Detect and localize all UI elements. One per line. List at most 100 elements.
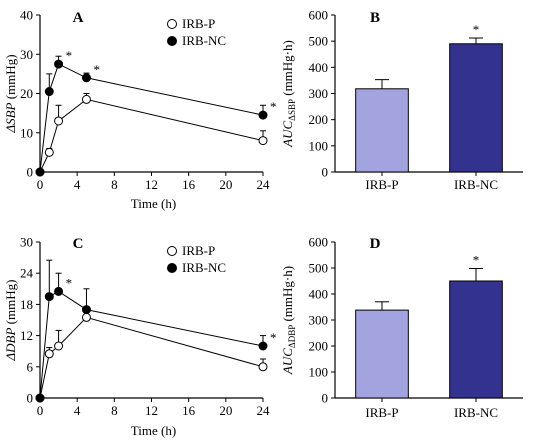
y-tick-label: 0 [322,391,329,406]
significance-star: * [66,48,73,63]
y-tick-label: 400 [309,60,329,75]
category-label: IRB-NC [454,177,498,192]
data-point [44,349,54,359]
y-axis-title: AUCΔSBP (mmHg·h) [280,40,297,148]
x-tick-label: 4 [74,177,81,192]
data-point [54,116,64,126]
y-axis-title-sub: ΔSBP [287,99,297,121]
significance-star: * [473,22,480,37]
data-point [54,59,64,69]
data-point [258,341,268,351]
data-point [54,286,64,296]
y-tick-label: 30 [20,47,33,62]
y-tick-label: 0 [322,165,329,180]
significance-star: * [473,253,480,268]
y-tick-label: 20 [20,86,33,101]
data-point [35,393,45,403]
series-line [39,316,264,399]
y-axis-title-unit: (mmHg·h) [280,266,295,325]
y-tick-label: 500 [309,261,329,276]
y-tick-label: 40 [20,8,33,23]
series-line [39,63,264,173]
panel-letter: D [370,236,381,252]
significance-star: * [270,99,277,114]
y-tick-label: 0 [27,391,34,406]
y-tick-label: 400 [309,287,329,302]
y-tick-label: 30 [20,235,33,250]
y-axis-title-unit: (mmHg) [3,54,18,102]
x-tick-label: 24 [257,177,271,192]
series-line [39,98,264,173]
x-tick-label: 12 [145,403,158,418]
y-axis-title-unit: (mmHg) [3,280,18,328]
y-axis-title: AUCΔDBP (mmHg·h) [280,266,297,375]
y-tick-label: 12 [20,328,33,343]
y-tick-label: 300 [309,86,329,101]
x-tick-label: 20 [219,403,232,418]
panel-letter: C [73,236,84,252]
y-tick-label: 500 [309,34,329,49]
significance-star: * [66,275,73,290]
legend-marker [167,263,177,273]
y-axis-title: ΔDBP (mmHg) [3,280,18,362]
data-point [44,87,54,97]
legend-label: IRB-NC [182,260,226,275]
data-point [81,73,91,83]
y-tick-label: 18 [20,297,33,312]
x-tick-label: 8 [111,403,118,418]
legend-label: IRB-NC [182,33,226,48]
panel-letter: A [73,10,84,26]
series-line [39,290,264,399]
bar [355,309,409,399]
y-axis-title-main: ΔSBP [3,102,18,133]
bar [355,88,409,173]
y-tick-label: 10 [20,125,33,140]
data-point [81,305,91,315]
x-tick-label: 24 [257,403,271,418]
y-tick-label: 24 [20,266,34,281]
y-axis-title-main: AUC [280,348,295,375]
data-point [81,312,91,322]
significance-star: * [93,62,100,77]
y-axis-title-unit: (mmHg·h) [280,40,295,99]
data-point [258,136,268,146]
x-tick-label: 20 [219,177,232,192]
y-axis-title: ΔSBP (mmHg) [3,54,18,133]
panel-letter: B [370,10,380,26]
x-axis-title: Time (h) [131,196,176,211]
legend-marker [167,246,177,256]
category-label: IRB-P [365,405,398,420]
x-tick-label: 0 [37,177,44,192]
data-point [35,167,45,177]
legend-label: IRB-P [182,16,215,31]
data-point [44,147,54,157]
data-point [81,94,91,104]
y-tick-label: 100 [309,365,329,380]
y-axis-title-sub: ΔDBP [287,325,297,348]
y-tick-label: 0 [27,165,34,180]
y-tick-label: 600 [309,235,329,250]
x-tick-label: 16 [182,403,196,418]
x-tick-label: 16 [182,177,196,192]
data-point [44,292,54,302]
x-axis-title: Time (h) [131,423,176,438]
x-tick-label: 4 [74,403,81,418]
data-point [54,341,64,351]
x-tick-label: 8 [111,177,118,192]
legend-marker [167,36,177,46]
significance-star: * [270,330,277,345]
legend-label: IRB-P [182,243,215,258]
x-tick-label: 0 [37,403,44,418]
x-tick-label: 12 [145,177,158,192]
y-tick-label: 600 [309,8,329,23]
bar [449,280,503,399]
data-point [258,362,268,372]
y-tick-label: 6 [27,359,34,374]
y-tick-label: 100 [309,138,329,153]
y-tick-label: 200 [309,112,329,127]
data-point [258,110,268,120]
y-tick-label: 200 [309,339,329,354]
category-label: IRB-NC [454,405,498,420]
y-axis-title-main: AUC [280,121,295,148]
